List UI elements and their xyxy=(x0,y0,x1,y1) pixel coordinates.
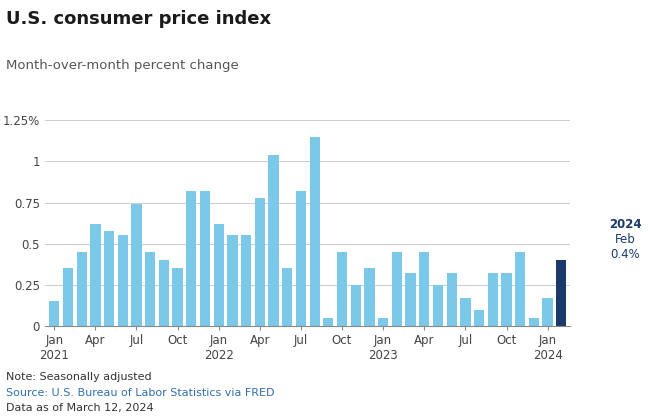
Bar xyxy=(392,252,402,326)
Bar xyxy=(104,231,114,326)
Bar xyxy=(227,235,238,326)
Text: Source: U.S. Bureau of Labor Statistics via FRED: Source: U.S. Bureau of Labor Statistics … xyxy=(6,388,275,398)
Bar xyxy=(446,273,457,326)
Bar xyxy=(241,235,251,326)
Bar xyxy=(433,285,443,326)
Bar xyxy=(474,310,484,326)
Bar xyxy=(378,318,388,326)
Text: 2024: 2024 xyxy=(609,218,642,232)
Text: 0.4%: 0.4% xyxy=(610,247,640,261)
Bar xyxy=(145,252,156,326)
Bar xyxy=(556,260,566,326)
Text: Note: Seasonally adjusted: Note: Seasonally adjusted xyxy=(6,372,152,382)
Bar xyxy=(460,298,470,326)
Bar xyxy=(76,252,87,326)
Bar xyxy=(90,224,100,326)
Bar xyxy=(214,224,224,326)
Bar xyxy=(419,252,430,326)
Bar xyxy=(364,268,375,326)
Bar xyxy=(488,273,498,326)
Text: Month-over-month percent change: Month-over-month percent change xyxy=(6,59,239,71)
Text: Data as of March 12, 2024: Data as of March 12, 2024 xyxy=(6,403,154,413)
Bar xyxy=(295,191,306,326)
Bar xyxy=(282,268,292,326)
Bar xyxy=(255,198,265,326)
Bar xyxy=(132,204,142,326)
Bar xyxy=(502,273,512,326)
Text: U.S. consumer price index: U.S. consumer price index xyxy=(6,10,272,28)
Bar xyxy=(337,252,347,326)
Text: Feb: Feb xyxy=(615,233,636,246)
Bar xyxy=(310,137,320,326)
Bar xyxy=(172,268,183,326)
Bar xyxy=(118,235,128,326)
Bar xyxy=(529,318,539,326)
Bar xyxy=(268,155,279,326)
Bar xyxy=(186,191,196,326)
Bar xyxy=(159,260,169,326)
Bar xyxy=(515,252,526,326)
Bar xyxy=(351,285,361,326)
Bar xyxy=(200,191,210,326)
Bar xyxy=(63,268,73,326)
Bar xyxy=(542,298,553,326)
Bar xyxy=(49,301,60,326)
Bar xyxy=(323,318,334,326)
Bar xyxy=(406,273,416,326)
